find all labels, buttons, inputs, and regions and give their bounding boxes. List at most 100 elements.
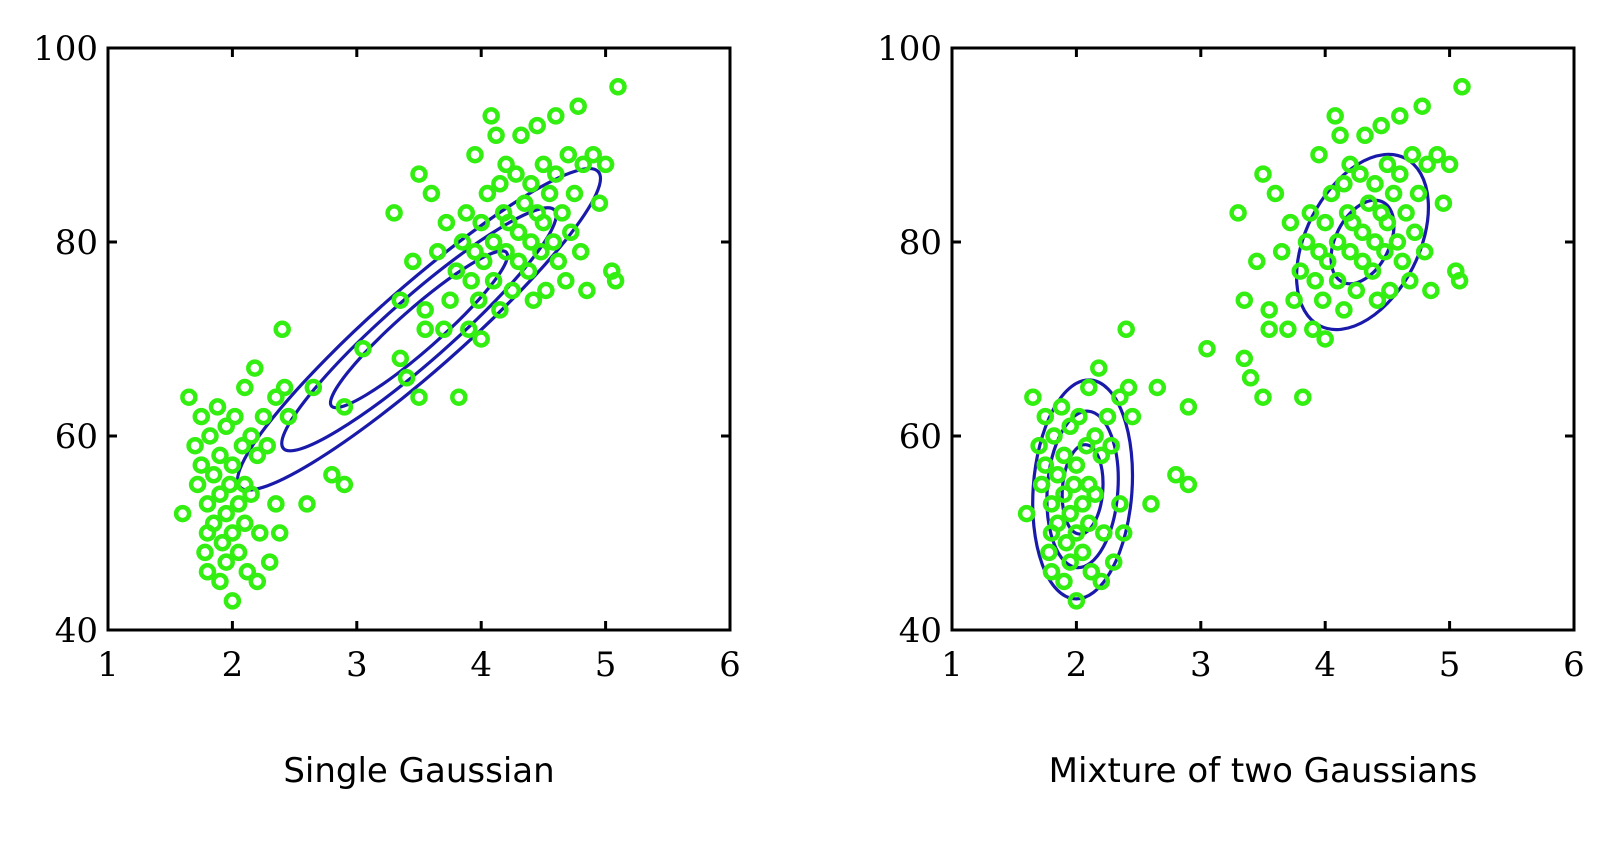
mixture-point-68 [1291,262,1310,280]
single-gaussian-point-8 [198,495,217,513]
single-gaussian-points [173,78,627,610]
single-gaussian-point-88 [497,242,515,261]
single-gaussian-point-22 [223,592,242,610]
single-gaussian-point-0 [173,504,192,523]
mixture-point-42 [1111,495,1129,513]
mixture-point-10 [1045,427,1063,445]
single-gaussian-point-23 [223,524,242,542]
single-gaussian-point-119 [574,155,592,174]
mixture-point-125 [1450,272,1469,290]
mixture-point-120 [1422,281,1440,300]
mixture-point-126 [1453,78,1471,96]
single-gaussian-point-50 [323,466,341,484]
mixture-point-119 [1418,155,1436,174]
mixture-point-28 [1077,436,1096,455]
single-gaussian-contour-0-0 [328,249,510,410]
single-gaussian-point-6 [196,543,214,562]
mixture-point-19 [1061,504,1079,523]
mixture-point-91 [1347,281,1366,300]
mixture-point-25 [1070,407,1088,426]
mixture-point-121 [1428,145,1446,164]
mixture-point-123 [1440,155,1459,174]
mixture-point-72 [1304,320,1322,339]
single-gaussian-point-20 [217,553,235,571]
single-gaussian-point-21 [221,475,239,494]
single-gaussian-point-65 [435,320,453,339]
mixture-point-64 [1272,242,1291,261]
mixture-point-77 [1316,330,1334,348]
mixture-point-30 [1080,514,1098,533]
mixture-ytick-label-3: 100 [877,29,942,69]
single-gaussian-point-121 [584,145,602,164]
mixture-point-12 [1048,514,1067,533]
single-gaussian-point-53 [354,339,372,358]
single-gaussian-point-3 [188,475,207,494]
mixture-point-11 [1048,466,1067,484]
mixture-point-2 [1030,436,1048,455]
single-gaussian-caption: Single Gaussian [283,751,554,791]
mixture-point-71 [1301,204,1320,222]
mixture-point-16 [1055,446,1073,465]
single-gaussian-point-39 [254,407,273,426]
single-gaussian-point-45 [273,320,291,339]
mixture-point-66 [1281,213,1300,232]
single-gaussian-point-120 [578,281,596,300]
single-gaussian-point-66 [437,213,456,232]
mixture-point-3 [1032,475,1051,494]
single-gaussian-ytick-label-2: 80 [55,223,98,263]
single-gaussian-point-86 [491,301,509,319]
single-gaussian-point-48 [298,495,316,513]
mixture-point-57 [1241,369,1260,387]
mixture-point-83 [1328,233,1347,251]
single-gaussian-point-117 [569,97,587,115]
mixture-point-14 [1055,572,1073,591]
mixture-point-86 [1335,301,1353,319]
mixture-point-122 [1434,194,1453,212]
mixture-contour-1-1 [1294,152,1431,332]
single-gaussian-point-110 [547,165,565,183]
mixture-point-15 [1055,485,1073,503]
mixture-point-26 [1073,495,1092,513]
mixture-caption: Mixture of two Gaussians [1049,751,1478,791]
mixture-ytick-label-2: 80 [899,223,942,263]
single-gaussian-point-118 [571,242,590,261]
single-gaussian-point-26 [229,495,248,513]
mixture-plot-frame [950,46,1576,632]
single-gaussian-point-4 [192,407,211,426]
single-gaussian-ytick-label-3: 100 [33,29,98,69]
single-gaussian-point-108 [544,233,563,251]
single-gaussian-point-34 [242,485,260,503]
mixture-point-61 [1260,320,1278,339]
single-gaussian-point-77 [472,330,490,348]
single-gaussian-point-25 [226,407,244,426]
single-gaussian-point-13 [208,398,227,416]
single-gaussian-point-89 [497,155,515,174]
single-gaussian-point-47 [279,407,298,426]
single-gaussian-point-27 [229,543,248,562]
mixture-point-6 [1040,543,1058,562]
single-gaussian-point-54 [385,204,403,222]
mixture-point-82 [1328,272,1347,290]
mixture-point-59 [1254,388,1272,406]
single-gaussian-point-114 [559,145,578,164]
single-gaussian-point-36 [248,572,267,591]
mixture-point-62 [1260,301,1278,319]
single-gaussian-point-55 [391,291,410,309]
single-gaussian-point-18 [217,417,235,436]
single-gaussian-point-101 [528,116,546,135]
single-gaussian-point-42 [267,495,285,513]
mixture-point-58 [1248,252,1266,271]
single-gaussian-point-92 [507,165,525,183]
single-gaussian-point-123 [596,155,615,174]
mixture-point-114 [1403,145,1422,164]
mixture-point-63 [1266,184,1285,203]
mixture-point-56 [1235,349,1254,368]
single-gaussian-point-5 [192,456,211,474]
mixture-point-110 [1391,165,1409,183]
mixture-point-76 [1313,291,1332,309]
mixture-xtick-label-5: 6 [1563,645,1585,685]
single-gaussian-point-112 [553,204,571,222]
single-gaussian-point-74 [466,145,484,164]
mixture-point-23 [1067,524,1086,542]
